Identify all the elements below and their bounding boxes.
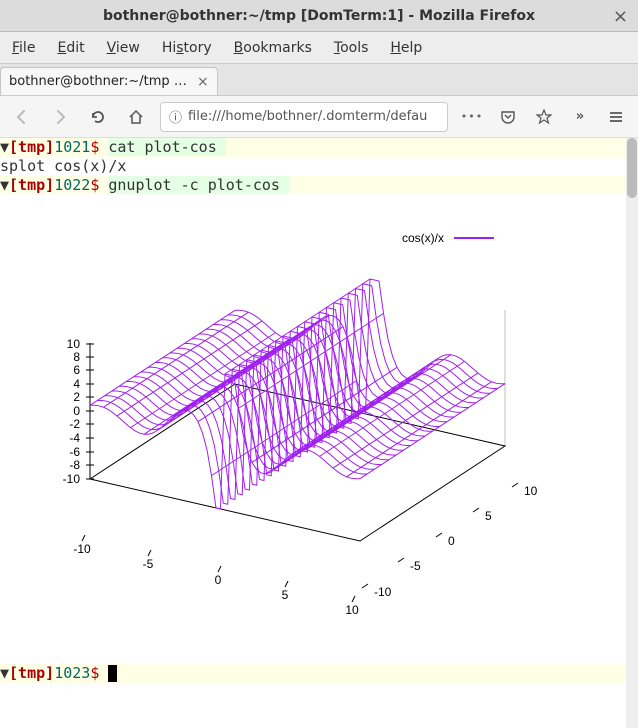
url-bar[interactable]: ⓘ file:///home/bothner/.domterm/defau: [160, 102, 448, 132]
svg-text:-4: -4: [69, 431, 80, 445]
tab-domterm[interactable]: bothner@bothner:~/tmp [D… ×: [0, 67, 218, 95]
menu-edit[interactable]: Edit: [57, 40, 84, 56]
tab-close-button[interactable]: ×: [197, 74, 209, 90]
menu-bookmarks[interactable]: Bookmarks: [234, 40, 312, 56]
svg-text:-5: -5: [143, 557, 154, 571]
svg-text:0: 0: [73, 404, 80, 418]
vertical-scrollbar[interactable]: [626, 138, 638, 728]
hamburger-icon: [608, 109, 624, 125]
svg-text:0: 0: [215, 573, 222, 587]
svg-text:-10: -10: [73, 542, 91, 556]
svg-text:-2: -2: [69, 417, 80, 431]
svg-text:-8: -8: [69, 458, 80, 472]
window-titlebar: bothner@bothner:~/tmp [DomTerm:1] - Mozi…: [0, 0, 638, 32]
reload-icon: [90, 109, 106, 125]
svg-text:-6: -6: [69, 445, 80, 459]
home-icon: [128, 109, 144, 125]
svg-text:8: 8: [73, 350, 80, 364]
back-icon: [14, 109, 30, 125]
pocket-icon: [500, 109, 516, 125]
menu-help[interactable]: Help: [390, 40, 422, 56]
svg-text:5: 5: [282, 588, 289, 602]
star-icon: [536, 109, 552, 125]
window-title: bothner@bothner:~/tmp [DomTerm:1] - Mozi…: [103, 8, 535, 24]
url-text: file:///home/bothner/.domterm/defau: [188, 109, 439, 124]
home-button[interactable]: [122, 103, 150, 131]
menu-view[interactable]: View: [107, 40, 140, 56]
svg-text:-10: -10: [374, 585, 392, 599]
menu-file[interactable]: File: [12, 40, 35, 56]
svg-text:4: 4: [73, 377, 80, 391]
term-current-prompt[interactable]: ▼[tmp]1023$: [0, 664, 638, 683]
term-output-line: splot cos(x)/x: [0, 157, 638, 176]
terminal-content[interactable]: ▼[tmp]1021$ cat plot-cos splot cos(x)/x▼…: [0, 138, 638, 728]
forward-button[interactable]: [46, 103, 74, 131]
svg-text:5: 5: [485, 509, 492, 523]
pocket-button[interactable]: [494, 103, 522, 131]
term-prompt-line: ▼[tmp]1022$ gnuplot -c plot-cos: [0, 176, 638, 195]
svg-text:10: 10: [524, 484, 538, 498]
svg-text:10: 10: [67, 337, 81, 351]
svg-text:-5: -5: [410, 559, 421, 573]
page-actions-button[interactable]: •••: [458, 103, 486, 131]
plot-3d-surface: 1086420-2-4-6-8-10-10-50510-10-50510cos(…: [0, 194, 626, 664]
forward-icon: [52, 109, 68, 125]
cursor: [108, 665, 117, 682]
svg-text:10: 10: [345, 603, 359, 617]
svg-text:cos(x)/x: cos(x)/x: [402, 231, 444, 245]
svg-text:0: 0: [448, 534, 455, 548]
term-prompt-line: ▼[tmp]1021$ cat plot-cos: [0, 138, 638, 157]
svg-text:6: 6: [73, 363, 80, 377]
reload-button[interactable]: [84, 103, 112, 131]
menu-tools[interactable]: Tools: [334, 40, 369, 56]
window-close-button[interactable]: ×: [613, 6, 628, 27]
svg-text:-10: -10: [63, 472, 81, 486]
scrollbar-thumb[interactable]: [627, 138, 637, 198]
menubar: File Edit View History Bookmarks Tools Help: [0, 32, 638, 64]
tab-bar: bothner@bothner:~/tmp [D… ×: [0, 64, 638, 96]
overflow-button[interactable]: »: [566, 103, 594, 131]
tab-label: bothner@bothner:~/tmp [D…: [9, 74, 189, 89]
hamburger-menu-button[interactable]: [602, 103, 630, 131]
menu-story[interactable]: History: [162, 40, 212, 56]
svg-text:2: 2: [73, 390, 80, 404]
bookmark-star-button[interactable]: [530, 103, 558, 131]
nav-toolbar: ⓘ file:///home/bothner/.domterm/defau ••…: [0, 96, 638, 138]
gnuplot-output: 1086420-2-4-6-8-10-10-50510-10-50510cos(…: [0, 194, 638, 664]
page-info-icon[interactable]: ⓘ: [169, 107, 182, 126]
back-button[interactable]: [8, 103, 36, 131]
